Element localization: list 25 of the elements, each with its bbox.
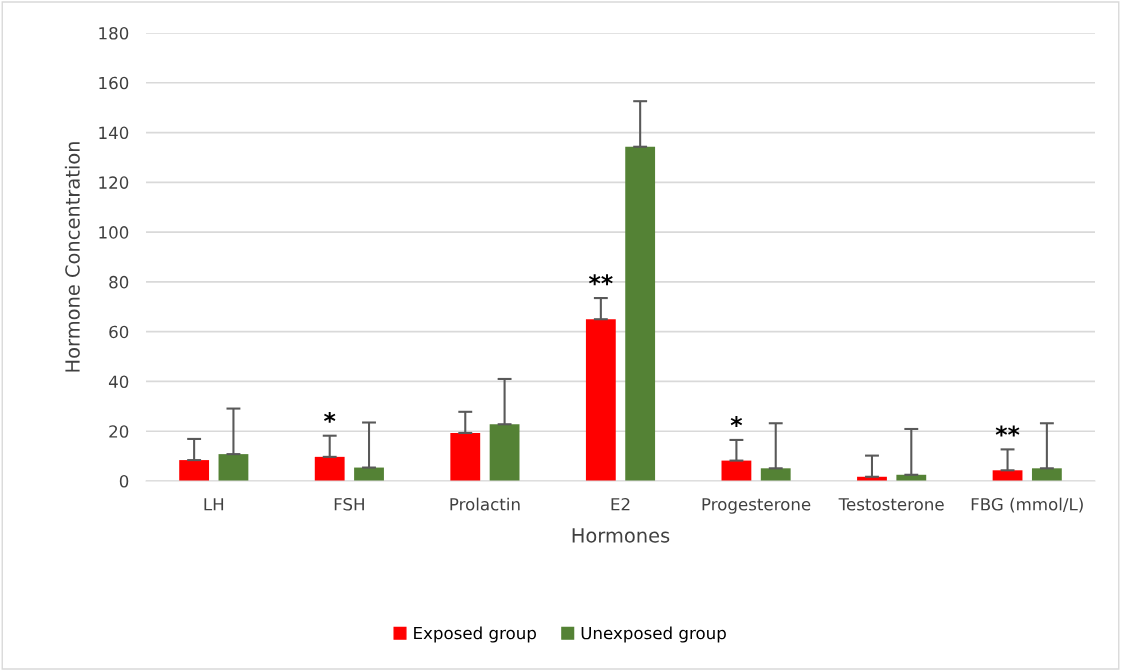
y-tick-label: 60	[109, 325, 129, 339]
x-tick-label: FBG (mmol/L)	[971, 497, 1083, 513]
x-tick-label: Prolactin	[450, 497, 520, 511]
x-axis-title: Hormones	[572, 528, 670, 543]
y-tick-label: 80	[109, 275, 129, 289]
y-tick-label: 180	[99, 26, 129, 40]
y-tick-label: 120	[99, 176, 129, 189]
y-tick-label: 0	[119, 474, 129, 488]
annotation: **	[588, 274, 613, 286]
annotation: **	[995, 425, 1020, 437]
y-tick-label: 20	[109, 425, 129, 438]
y-tick-label: 160	[99, 76, 129, 90]
y-tick-label: 100	[99, 226, 129, 239]
legend-label: Unexposed group	[581, 626, 726, 643]
y-tick-label: 40	[108, 375, 129, 389]
x-tick-label: FSH	[334, 497, 364, 511]
x-tick-label: Progesterone	[702, 498, 811, 514]
y-tick-label: 140	[99, 126, 129, 140]
y-axis-title: Hormone Concentration	[64, 142, 80, 372]
annotation: *	[730, 416, 743, 428]
x-tick-label: LH	[204, 498, 224, 511]
legend-label: Exposed group	[414, 626, 536, 643]
x-tick-label: Testosterone	[838, 498, 944, 511]
x-tick-label: E2	[611, 497, 630, 511]
annotation: *	[324, 411, 336, 423]
